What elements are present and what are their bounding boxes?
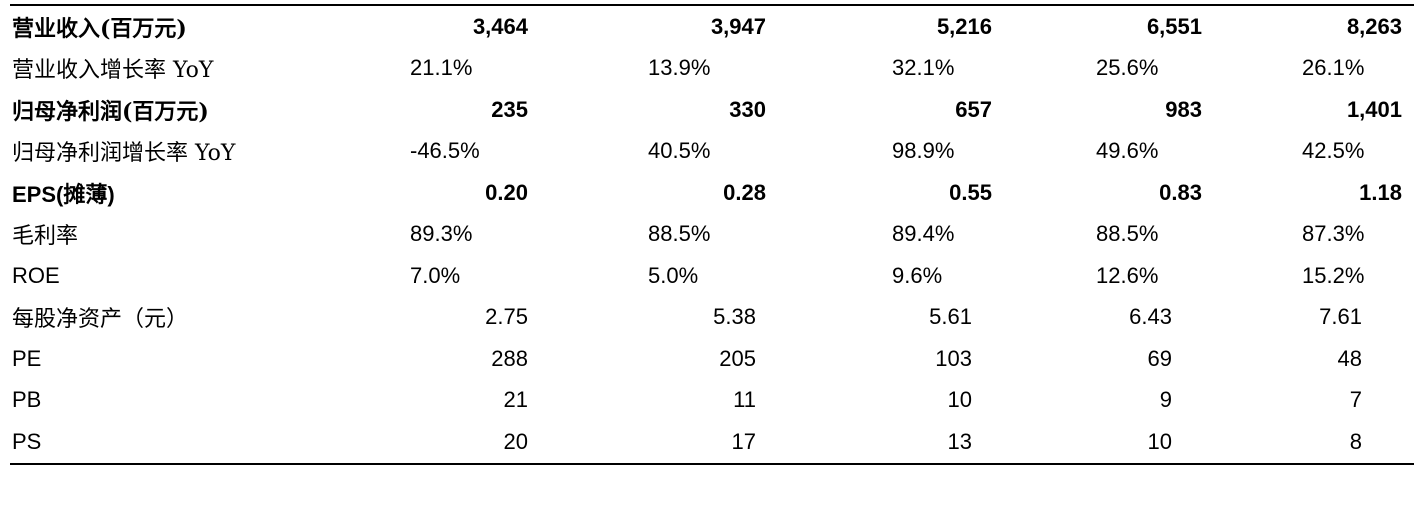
row-label: 毛利率 — [12, 224, 79, 250]
row-label: PB — [12, 387, 42, 413]
table-cell: 49.6% — [1096, 138, 1159, 164]
row-label: PS — [12, 428, 42, 454]
table-cell: 12.6% — [1096, 262, 1159, 288]
table-cell: 103 — [935, 345, 972, 371]
row-label: 每股净资产（元） — [12, 307, 189, 333]
row-label: 营业收入增长率 YoY — [12, 58, 214, 84]
table-cell: 21 — [503, 387, 528, 413]
table-cell: 657 — [955, 96, 992, 122]
table-cell: 205 — [719, 345, 756, 371]
table-cell: 2.75 — [485, 304, 528, 330]
table-row: PB 21 11 10 9 7 — [10, 380, 1414, 422]
table-cell: 288 — [491, 345, 528, 371]
table-cell: 0.83 — [1159, 179, 1202, 205]
table-cell: 9.6% — [892, 262, 943, 288]
table-cell: 13.9% — [648, 55, 711, 81]
table-cell: 69 — [1147, 345, 1172, 371]
table-row: 毛利率 89.3% 88.5% 89.4% 88.5% 87.3% — [10, 214, 1414, 256]
financial-forecast-table-wrapper: 营业收入(百万元) 3,464 3,947 5,216 6,551 8,263 … — [10, 4, 1414, 465]
row-label: 归母净利润(百万元) — [12, 98, 209, 125]
table-row: 营业收入增长率 YoY 21.1% 13.9% 32.1% 25.6% 26.1… — [10, 48, 1414, 90]
table-cell: -46.5% — [410, 138, 480, 164]
table-cell: 21.1% — [410, 55, 473, 81]
table-cell: 88.5% — [1096, 221, 1159, 247]
table-cell: 8 — [1349, 428, 1362, 454]
table-cell: 87.3% — [1302, 221, 1365, 247]
table-cell: 32.1% — [892, 55, 955, 81]
table-row: EPS(摊薄) 0.20 0.28 0.55 0.83 1.18 — [10, 172, 1414, 214]
table-cell: 6,551 — [1146, 13, 1202, 39]
table-cell: 983 — [1165, 96, 1202, 122]
table-cell: 13 — [947, 428, 972, 454]
table-row: 归母净利润增长率 YoY -46.5% 40.5% 98.9% 49.6% 42… — [10, 131, 1414, 173]
table-cell: 6.43 — [1129, 304, 1172, 330]
table-cell: 3,947 — [710, 13, 766, 39]
table-cell: 5.61 — [929, 304, 972, 330]
row-label: ROE — [12, 262, 60, 288]
row-label: 营业收入(百万元) — [12, 15, 187, 42]
row-label: 归母净利润增长率 YoY — [12, 141, 236, 167]
table-cell: 42.5% — [1302, 138, 1365, 164]
table-cell: 7.0% — [410, 262, 461, 288]
table-row: 每股净资产（元） 2.75 5.38 5.61 6.43 7.61 — [10, 297, 1414, 339]
table-cell: 235 — [491, 96, 528, 122]
table-cell: 1,401 — [1346, 96, 1402, 122]
table-row: PE 288 205 103 69 48 — [10, 338, 1414, 380]
table-cell: 7.61 — [1319, 304, 1362, 330]
table-cell: 330 — [729, 96, 766, 122]
row-label: EPS(摊薄) — [12, 181, 115, 207]
table-cell: 11 — [733, 387, 756, 413]
table-row: 营业收入(百万元) 3,464 3,947 5,216 6,551 8,263 — [10, 6, 1414, 48]
table-cell: 10 — [1147, 428, 1172, 454]
table-cell: 0.20 — [485, 179, 528, 205]
table-cell: 0.55 — [949, 179, 992, 205]
table-row: ROE 7.0% 5.0% 9.6% 12.6% 15.2% — [10, 255, 1414, 297]
table-cell: 0.28 — [723, 179, 766, 205]
table-cell: 26.1% — [1302, 55, 1365, 81]
table-cell: 3,464 — [472, 13, 528, 39]
table-cell: 48 — [1337, 345, 1362, 371]
table-cell: 15.2% — [1302, 262, 1365, 288]
table-cell: 8,263 — [1346, 13, 1402, 39]
table-cell: 7 — [1349, 387, 1362, 413]
table-cell: 89.4% — [892, 221, 955, 247]
table-row: PS 20 17 13 10 8 — [10, 421, 1414, 463]
table-cell: 25.6% — [1096, 55, 1159, 81]
table-cell: 5,216 — [936, 13, 992, 39]
table-cell: 98.9% — [892, 138, 955, 164]
table-row: 归母净利润(百万元) 235 330 657 983 1,401 — [10, 89, 1414, 131]
table-cell: 1.18 — [1359, 179, 1402, 205]
table-cell: 5.0% — [648, 262, 699, 288]
table-cell: 10 — [947, 387, 972, 413]
financial-forecast-table: 营业收入(百万元) 3,464 3,947 5,216 6,551 8,263 … — [10, 6, 1414, 463]
table-cell: 5.38 — [713, 304, 756, 330]
row-label: PE — [12, 345, 42, 371]
table-cell: 88.5% — [648, 221, 711, 247]
table-cell: 89.3% — [410, 221, 473, 247]
table-cell: 9 — [1159, 387, 1172, 413]
table-cell: 20 — [503, 428, 528, 454]
table-cell: 40.5% — [648, 138, 711, 164]
table-cell: 17 — [731, 428, 756, 454]
